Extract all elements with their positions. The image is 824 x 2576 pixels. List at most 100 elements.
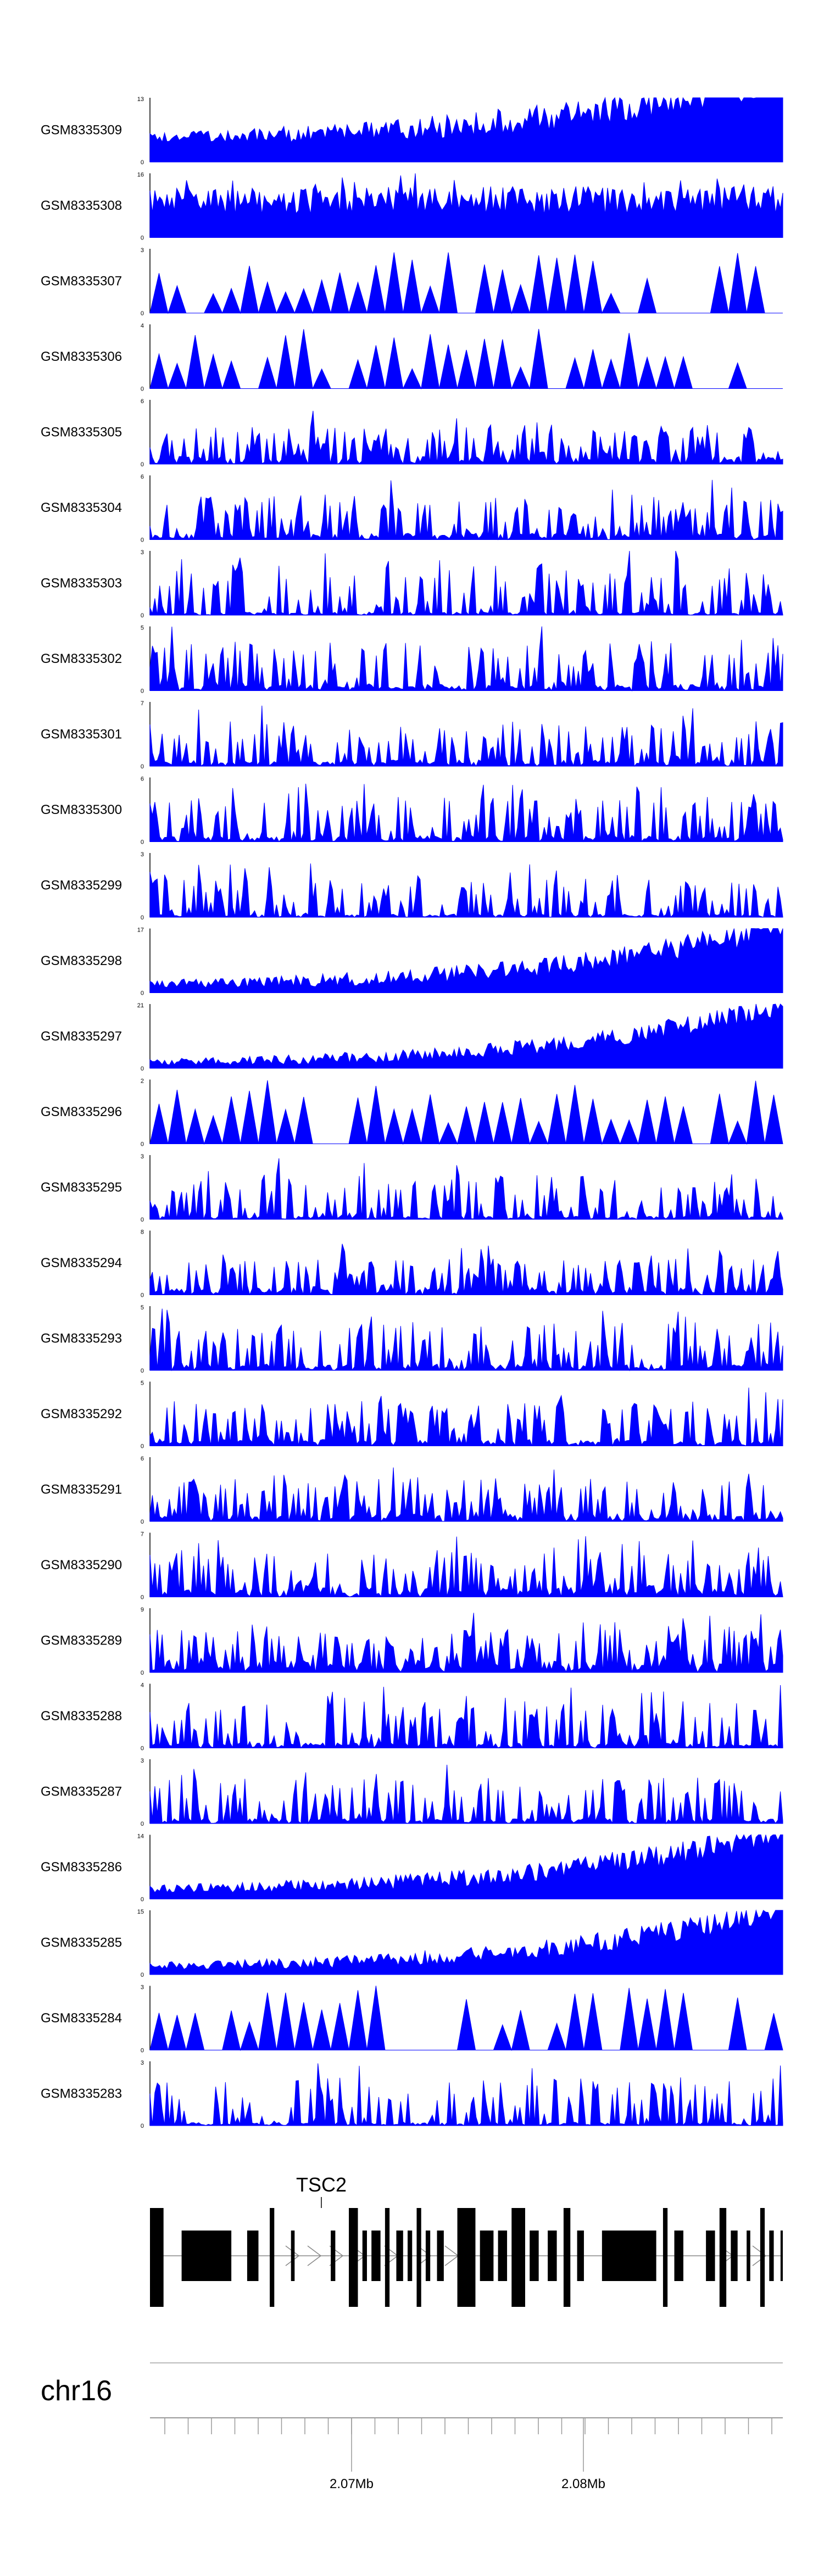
- exon-block: [769, 2231, 774, 2281]
- track-label: GSM8335286: [41, 1860, 122, 1875]
- coverage-track: GSM8335297 21 0: [41, 1002, 783, 1072]
- strand-arrow: [307, 2245, 322, 2266]
- exon-block: [291, 2231, 295, 2281]
- track-label: GSM8335284: [41, 2011, 122, 2026]
- exon-block: [662, 2208, 668, 2307]
- coverage-area: [149, 1536, 783, 1598]
- track-ymax-label: 4: [141, 323, 144, 330]
- exon-block: [719, 2208, 727, 2307]
- track-label: GSM8335306: [41, 349, 122, 364]
- track-label: GSM8335309: [41, 123, 122, 138]
- coverage-track: GSM8335308 16 0: [41, 172, 783, 242]
- track-ymax-label: 3: [141, 851, 144, 858]
- track-label: GSM8335299: [41, 878, 122, 893]
- track-ymin-label: 0: [141, 612, 144, 619]
- exon-block: [480, 2231, 494, 2281]
- coverage-track: GSM8335309 13 0: [41, 96, 783, 166]
- track-label: GSM8335295: [41, 1180, 122, 1195]
- exon-block: [760, 2208, 765, 2307]
- coverage-area: [149, 173, 783, 238]
- track-ymax-label: 14: [137, 1833, 144, 1840]
- track-ymin-label: 0: [141, 1821, 144, 1827]
- track-label: GSM8335283: [41, 2087, 122, 2101]
- track-label: GSM8335300: [41, 802, 122, 817]
- track-ymin-label: 0: [141, 763, 144, 770]
- coverage-area: [149, 1685, 783, 1749]
- track-label: GSM8335292: [41, 1407, 122, 1421]
- track-ymax-label: 15: [137, 1909, 144, 1915]
- coverage-area: [149, 1467, 783, 1523]
- track-ymax-label: 6: [141, 776, 144, 783]
- exon-block: [349, 2208, 358, 2307]
- coverage-area: [149, 1909, 783, 1975]
- track-ymax-label: 2: [141, 1078, 144, 1085]
- chromosome-label: chr16: [41, 2375, 112, 2407]
- coverage-area: [149, 1158, 783, 1220]
- exon-block: [548, 2231, 557, 2281]
- coverage-track: GSM8335304 6 0: [41, 474, 783, 544]
- exon-block: [706, 2231, 715, 2281]
- coverage-track: GSM8335284 3 0: [41, 1984, 783, 2054]
- exon-block: [563, 2208, 571, 2307]
- coverage-area: [149, 705, 783, 767]
- track-ymin-label: 0: [141, 1066, 144, 1072]
- track-label: GSM8335301: [41, 727, 122, 742]
- coverage-track: GSM8335296 2 0: [41, 1078, 783, 1148]
- track-label: GSM8335291: [41, 1482, 122, 1497]
- exon-block: [425, 2231, 431, 2281]
- coverage-track: GSM8335289 9 0: [41, 1607, 783, 1676]
- coverage-track: GSM8335290 7 0: [41, 1531, 783, 1601]
- track-label: GSM8335289: [41, 1633, 122, 1648]
- track-ymax-label: 3: [141, 1153, 144, 1160]
- coverage-area: [149, 1834, 783, 1899]
- coverage-area: [149, 1613, 783, 1674]
- track-ymax-label: 21: [137, 1002, 144, 1009]
- gene-model-track: TSC2: [150, 2173, 783, 2307]
- exon-block: [498, 2231, 508, 2281]
- coverage-track: GSM8335294 8 0: [41, 1229, 783, 1299]
- exon-block: [385, 2208, 390, 2307]
- coverage-track: GSM8335293 5 0: [41, 1304, 783, 1374]
- coverage-track: GSM8335283 3 0: [41, 2060, 783, 2129]
- coverage-track: GSM8335306 4 0: [41, 323, 783, 393]
- track-ymax-label: 13: [137, 96, 144, 103]
- coverage-area: [149, 783, 783, 843]
- strand-arrow: [417, 2245, 432, 2266]
- track-label: GSM8335288: [41, 1709, 122, 1724]
- track-ymin-label: 0: [141, 1972, 144, 1978]
- track-ymax-label: 3: [141, 1758, 144, 1764]
- exon-block: [530, 2231, 539, 2281]
- track-ymax-label: 16: [137, 172, 144, 179]
- track-ymin-label: 0: [141, 1217, 144, 1223]
- track-ymin-label: 0: [141, 839, 144, 846]
- exon-block: [150, 2208, 164, 2307]
- coverage-area: [149, 328, 783, 390]
- exon-block: [602, 2231, 656, 2281]
- exon-block: [181, 2231, 232, 2281]
- track-ymax-label: 3: [141, 1984, 144, 1991]
- track-ymin-label: 0: [141, 990, 144, 997]
- exon-block: [457, 2208, 476, 2307]
- track-ymax-label: 5: [141, 625, 144, 632]
- track-ymax-label: 17: [137, 927, 144, 934]
- axis-tick-label: 2.08Mb: [561, 2477, 605, 2491]
- coverage-area: [149, 550, 783, 616]
- track-ymax-label: 5: [141, 1380, 144, 1387]
- exon-block: [270, 2208, 275, 2307]
- coverage-track: GSM8335291 6 0: [41, 1456, 783, 1525]
- coverage-area: [149, 1080, 783, 1145]
- track-label: GSM8335304: [41, 500, 122, 515]
- exon-block: [416, 2208, 421, 2307]
- track-label: GSM8335303: [41, 576, 122, 591]
- exon-block: [674, 2231, 683, 2281]
- genome-axis: chr16 2.07Mb 2.08Mb: [41, 2362, 783, 2491]
- coverage-track: GSM8335303 3 0: [41, 549, 783, 619]
- exon-block: [437, 2231, 444, 2281]
- track-ymin-label: 0: [141, 1443, 144, 1450]
- track-label: GSM8335290: [41, 1558, 122, 1573]
- track-ymin-label: 0: [141, 1292, 144, 1299]
- coverage-track: GSM8335286 14 0: [41, 1833, 783, 1903]
- track-label: GSM8335293: [41, 1331, 122, 1346]
- track-label: GSM8335302: [41, 651, 122, 666]
